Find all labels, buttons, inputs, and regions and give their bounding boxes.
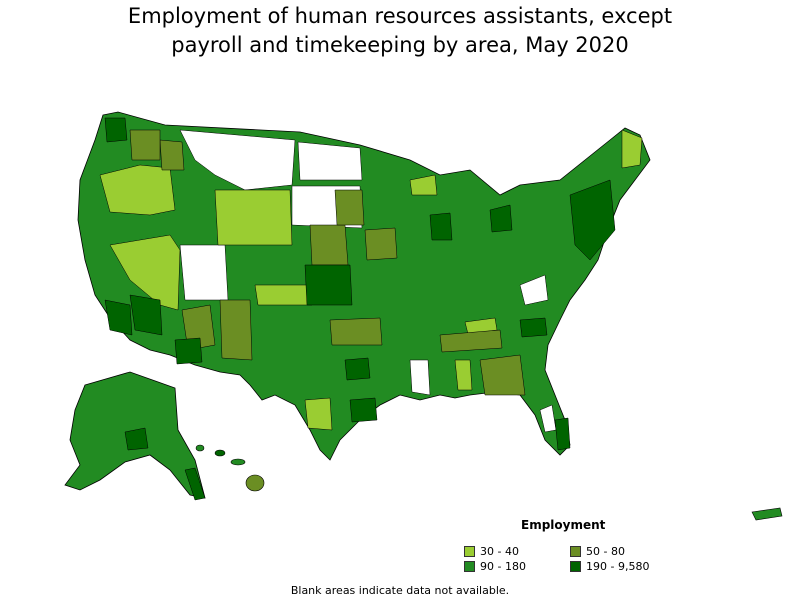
area-kansas-west bbox=[304, 264, 353, 306]
hawaii-island-kauai bbox=[195, 444, 205, 452]
area-dallas bbox=[344, 357, 371, 381]
legend-item-50-80: 50 - 80 bbox=[570, 545, 625, 558]
legend-swatch bbox=[464, 546, 475, 557]
legend-label: 30 - 40 bbox=[480, 545, 519, 558]
legend-label: 90 - 180 bbox=[480, 560, 526, 573]
alaska-southeast bbox=[184, 467, 206, 501]
area-nebraska-north bbox=[334, 189, 365, 226]
legend-label: 190 - 9,580 bbox=[586, 560, 650, 573]
area-florida-south bbox=[554, 417, 571, 451]
legend-item-190-9580: 190 - 9,580 bbox=[570, 560, 649, 573]
area-chicago bbox=[429, 212, 453, 241]
legend-swatch bbox=[570, 561, 581, 572]
alaska-anchorage bbox=[124, 427, 149, 451]
area-washington-seattle bbox=[104, 117, 128, 143]
legend-swatch bbox=[570, 546, 581, 557]
area-utah-blank bbox=[179, 244, 229, 301]
area-colorado-east bbox=[254, 284, 313, 306]
area-arizona-tucson bbox=[174, 337, 203, 365]
title-line-2: payroll and timekeeping by area, May 202… bbox=[171, 33, 629, 57]
legend-label: 50 - 80 bbox=[586, 545, 625, 558]
area-tennessee bbox=[439, 329, 503, 353]
legend-swatch bbox=[464, 561, 475, 572]
area-kansas-east bbox=[309, 224, 349, 266]
area-wi-north bbox=[409, 174, 438, 196]
area-oklahoma bbox=[329, 317, 383, 346]
area-new-mexico-west bbox=[219, 299, 253, 361]
hawaii-island-maui bbox=[230, 458, 246, 466]
hawaii-island-big bbox=[245, 474, 265, 492]
area-texas-west bbox=[304, 397, 333, 431]
area-nevada bbox=[109, 234, 181, 311]
area-mississippi-blank bbox=[409, 359, 431, 396]
legend-item-30-40: 30 - 40 bbox=[464, 545, 519, 558]
area-patches bbox=[99, 117, 643, 451]
area-montana-west bbox=[159, 139, 185, 171]
title-line-1: Employment of human resources assistants… bbox=[127, 4, 673, 28]
area-maine bbox=[621, 129, 643, 169]
area-iowa-west bbox=[364, 227, 398, 261]
area-wv-blank bbox=[519, 274, 549, 306]
legend-item-90-180: 90 - 180 bbox=[464, 560, 526, 573]
area-northeast-corridor bbox=[569, 179, 616, 261]
area-washington-east bbox=[129, 129, 161, 161]
puerto-rico bbox=[751, 507, 783, 521]
area-michigan-detroit bbox=[489, 204, 513, 233]
hawaii-island-oahu bbox=[214, 449, 226, 457]
area-mississippi-south bbox=[454, 359, 473, 391]
legend-title: Employment bbox=[521, 518, 606, 532]
area-idaho-oregon bbox=[99, 164, 176, 216]
area-georgia bbox=[479, 354, 526, 396]
area-nc-charlotte bbox=[519, 317, 548, 338]
area-north-dakota-blank bbox=[297, 141, 363, 181]
area-wyoming bbox=[214, 189, 293, 246]
area-houston bbox=[349, 397, 378, 423]
map-title: Employment of human resources assistants… bbox=[0, 2, 800, 60]
hawaii bbox=[195, 444, 265, 492]
area-arizona-phoenix bbox=[129, 294, 163, 336]
area-california-la bbox=[104, 299, 133, 336]
footnote: Blank areas indicate data not available. bbox=[290, 584, 510, 597]
